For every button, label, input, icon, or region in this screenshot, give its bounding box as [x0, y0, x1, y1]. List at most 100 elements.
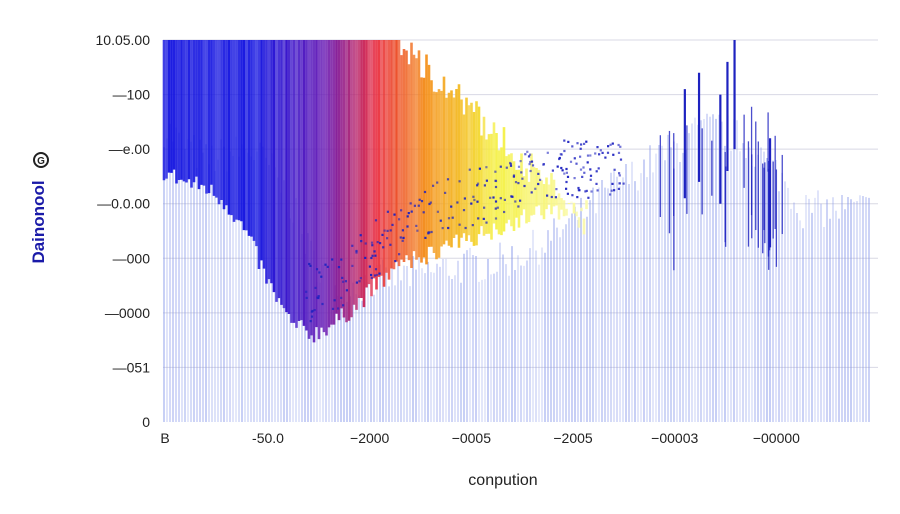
scatter-point — [401, 229, 404, 232]
scatter-point — [468, 168, 471, 171]
scatter-point — [589, 154, 592, 157]
scatter-point — [610, 189, 613, 192]
scatter-point — [551, 169, 554, 172]
scatter-point — [374, 268, 378, 271]
y-tick-label: —0.0.00 — [97, 196, 150, 212]
scatter-point — [458, 223, 461, 226]
scatter-point — [611, 142, 614, 145]
scatter-point — [422, 211, 425, 214]
scatter-point — [417, 204, 420, 207]
scatter-point — [370, 241, 374, 244]
scatter-point — [386, 229, 389, 232]
scatter-point — [596, 189, 599, 192]
scatter-point — [542, 163, 545, 166]
scatter-point — [337, 266, 341, 269]
scatter-point — [462, 209, 466, 212]
scatter-point — [528, 163, 531, 166]
scatter-point — [517, 182, 520, 185]
scatter-point — [573, 177, 576, 180]
x-tick-label: −0005 — [452, 430, 492, 446]
x-tick-label: −2000 — [350, 430, 390, 446]
scatter-point — [618, 172, 621, 175]
scatter-point — [585, 140, 588, 143]
scatter-point — [391, 223, 394, 226]
scatter-point — [526, 150, 529, 153]
scatter-point — [617, 187, 620, 190]
scatter-point — [458, 180, 461, 183]
scatter-point — [371, 244, 374, 247]
scatter-point — [418, 198, 421, 201]
scatter-point — [331, 307, 335, 310]
scatter-point — [374, 254, 377, 257]
x-axis-title: conpution — [468, 472, 537, 489]
y-tick-label: —100 — [113, 87, 151, 103]
scatter-point — [331, 258, 334, 261]
scatter-point — [476, 182, 480, 185]
scatter-point — [550, 195, 553, 199]
scatter-point — [313, 309, 316, 312]
scatter-point — [464, 226, 467, 230]
scatter-point — [511, 195, 514, 198]
scatter-point — [386, 237, 389, 240]
x-tick-label: −2005 — [553, 430, 593, 446]
scatter-point — [309, 320, 312, 323]
scatter-point — [619, 158, 623, 161]
scatter-point — [424, 236, 427, 239]
scatter-point — [415, 224, 418, 227]
scatter-point — [371, 254, 374, 257]
scatter-point — [447, 217, 451, 220]
scatter-point — [428, 202, 431, 206]
scatter-point — [583, 142, 586, 145]
scatter-point — [355, 249, 358, 253]
scatter-point — [310, 315, 314, 318]
scatter-point — [601, 151, 604, 154]
scatter-point — [333, 299, 336, 302]
scatter-point — [559, 153, 562, 156]
scatter-point — [579, 168, 583, 171]
scatter-point — [470, 202, 473, 205]
scatter-point — [565, 180, 568, 184]
scatter-point — [310, 310, 313, 313]
scatter-point — [512, 174, 516, 177]
scatter-point — [581, 175, 584, 178]
scatter-point — [503, 198, 506, 201]
scatter-point — [494, 217, 498, 220]
scatter-point — [492, 196, 495, 199]
scatter-point — [482, 217, 485, 220]
scatter-point — [398, 218, 401, 221]
scatter-point — [566, 175, 570, 178]
scatter-point — [563, 149, 566, 153]
scatter-point — [407, 212, 410, 215]
scatter-point — [519, 160, 522, 163]
scatter-point — [473, 198, 476, 202]
scatter-point — [567, 140, 570, 143]
scatter-point — [530, 160, 534, 163]
scatter-point — [546, 194, 549, 197]
scatter-point — [534, 187, 537, 190]
peak-series — [659, 40, 783, 271]
scatter-point — [341, 276, 344, 279]
scatter-point — [599, 149, 602, 152]
scatter-point — [389, 243, 392, 246]
scatter-point — [519, 199, 522, 202]
scatter-point — [546, 151, 549, 154]
scatter-point — [439, 219, 442, 222]
scatter-point — [595, 170, 598, 173]
scatter-point — [427, 232, 430, 235]
scatter-point — [560, 166, 563, 170]
scatter-point — [309, 264, 312, 267]
y-tick-label: 10.05.00 — [96, 32, 151, 48]
scatter-point — [563, 139, 566, 142]
scatter-point — [393, 213, 396, 216]
scatter-point — [477, 217, 480, 220]
scatter-point — [478, 167, 481, 170]
scatter-point — [575, 162, 578, 165]
scatter-point — [364, 256, 367, 259]
scatter-point — [580, 143, 583, 146]
scatter-point — [305, 290, 308, 293]
scatter-point — [436, 181, 439, 184]
scatter-point — [450, 205, 453, 208]
scatter-point — [446, 178, 450, 181]
scatter-point — [370, 276, 373, 279]
scatter-point — [340, 258, 343, 261]
